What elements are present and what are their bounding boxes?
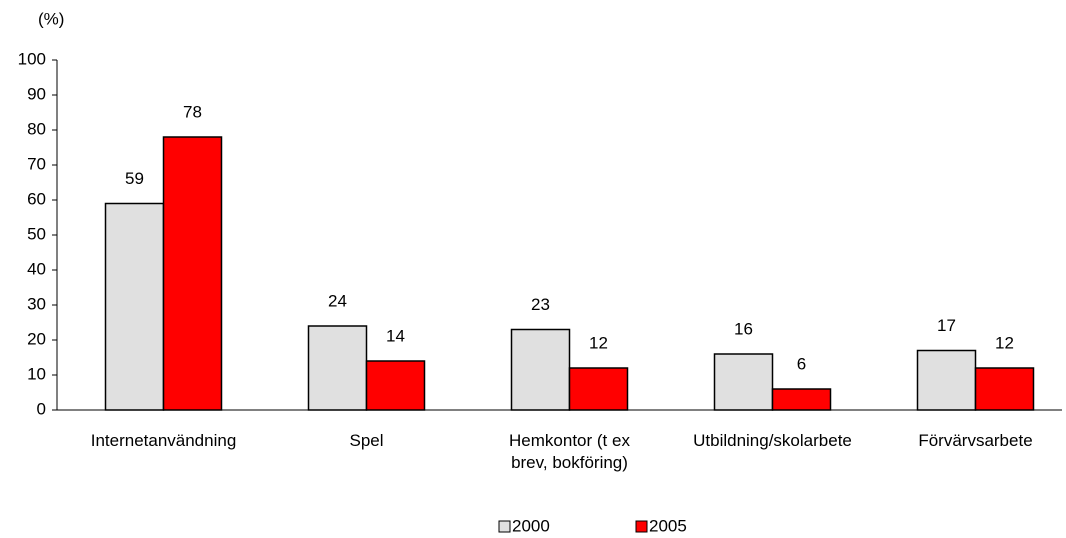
- y-tick-label: 70: [27, 154, 46, 173]
- x-tick-label: Utbildning/skolarbete: [693, 431, 852, 450]
- y-tick-label: 90: [27, 84, 46, 103]
- x-tick-label: Internetanvändning: [90, 431, 237, 450]
- legend-label: 2000: [512, 516, 550, 535]
- data-label: 59: [125, 169, 144, 188]
- data-label: 17: [937, 316, 956, 335]
- x-tick-label: Spel: [349, 431, 384, 450]
- data-label: 16: [734, 319, 753, 338]
- x-tick-label: Förvärvsarbete: [918, 431, 1033, 450]
- bar: [713, 353, 774, 411]
- data-label: 14: [386, 326, 405, 345]
- bar: [510, 328, 571, 411]
- bar: [307, 325, 368, 411]
- y-tick-label: 100: [18, 49, 46, 68]
- y-axis-label: (%): [38, 9, 64, 28]
- legend-swatch: [635, 520, 648, 533]
- data-label: 12: [995, 333, 1014, 352]
- bar: [162, 136, 223, 411]
- data-label: 6: [797, 354, 806, 373]
- legend-label: 2005: [649, 516, 687, 535]
- data-label: 23: [531, 295, 550, 314]
- data-label: 24: [328, 291, 347, 310]
- x-tick-label: Hemkontor (t ex brev, bokföring): [509, 431, 630, 472]
- legend-swatch: [498, 520, 511, 533]
- bar: [974, 367, 1035, 411]
- y-tick-label: 60: [27, 189, 46, 208]
- bar: [365, 360, 426, 411]
- y-tick-label: 50: [27, 224, 46, 243]
- y-tick-label: 10: [27, 364, 46, 383]
- data-label: 78: [183, 102, 202, 121]
- y-tick-label: 30: [27, 294, 46, 313]
- bar: [916, 349, 977, 411]
- data-label: 12: [589, 333, 608, 352]
- y-tick-label: 80: [27, 119, 46, 138]
- y-tick-label: 0: [37, 399, 46, 418]
- bar: [104, 202, 165, 411]
- bar: [771, 388, 832, 411]
- y-tick-label: 20: [27, 329, 46, 348]
- y-tick-label: 40: [27, 259, 46, 278]
- bar: [568, 367, 629, 411]
